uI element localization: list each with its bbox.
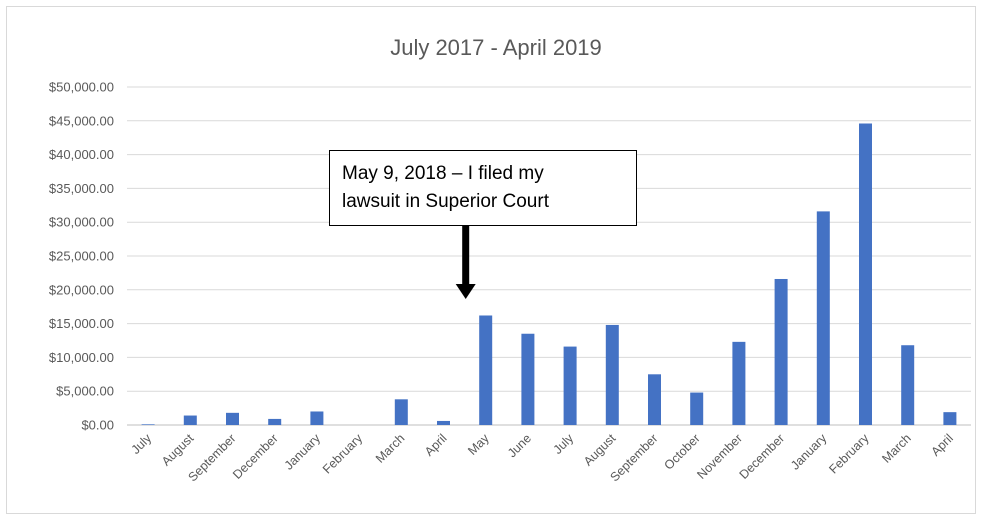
bar-july-10 — [563, 346, 577, 425]
bar-december-15 — [774, 278, 788, 425]
bar-april-7 — [437, 420, 450, 425]
y-tick-label: $5,000.00 — [56, 384, 114, 399]
x-tick-label: February — [826, 431, 872, 477]
x-tick-label: June — [505, 431, 534, 460]
y-axis-ticks: $0.00 $5,000.00 $10,000.00 $15,000.00 $20,00… — [49, 80, 114, 433]
y-tick-label: $10,000.00 — [49, 350, 114, 365]
arrow-head — [455, 284, 476, 299]
bar-june-9 — [521, 333, 535, 425]
x-tick-label: April — [422, 431, 450, 459]
bar-january-16 — [816, 211, 830, 425]
y-tick-label: $15,000.00 — [49, 316, 114, 331]
x-tick-label: October — [661, 431, 702, 472]
bar-august-11 — [605, 324, 619, 425]
annotation-line-2: lawsuit in Superior Court — [342, 191, 549, 212]
x-tick-label: August — [159, 431, 197, 469]
x-tick-label: January — [282, 431, 324, 473]
y-tick-label: $40,000.00 — [49, 147, 114, 162]
x-tick-label: December — [737, 431, 788, 482]
x-tick-label: May — [465, 431, 492, 458]
x-tick-label: August — [581, 431, 619, 469]
x-tick-label: July — [129, 431, 155, 457]
annotation-line-1: May 9, 2018 – I filed my — [342, 163, 544, 184]
x-tick-label: April — [928, 431, 956, 459]
chart-frame: July 2017 - April 2019 $0.00 $5,000.00 $10… — [6, 6, 976, 514]
bar-march-6 — [394, 399, 408, 425]
bar-chart: July 2017 - April 2019 $0.00 $5,000.00 $10… — [49, 35, 971, 485]
bar-february-17 — [859, 123, 872, 425]
x-tick-label: December — [230, 431, 281, 482]
bars — [141, 123, 957, 425]
x-tick-label: November — [694, 431, 745, 482]
x-tick-label: July — [551, 431, 577, 457]
bar-july-0 — [141, 424, 155, 425]
x-tick-label: March — [373, 431, 407, 465]
bar-december-3 — [268, 418, 282, 425]
annotation-box: May 9, 2018 – I filed my lawsuit in Supe… — [329, 150, 637, 226]
bar-march-18 — [901, 345, 915, 425]
bar-october-13 — [690, 392, 704, 425]
y-tick-label: $35,000.00 — [49, 181, 114, 196]
bar-september-2 — [226, 412, 239, 425]
bar-may-8 — [479, 315, 493, 425]
bar-january-4 — [310, 411, 324, 425]
y-tick-label: $30,000.00 — [49, 215, 114, 230]
bar-april-19 — [943, 412, 957, 425]
bar-november-14 — [732, 341, 746, 425]
y-tick-label: $50,000.00 — [49, 80, 114, 95]
annotation-arrow — [455, 220, 476, 299]
x-tick-label: March — [879, 431, 913, 465]
arrow-shaft — [462, 220, 470, 286]
x-tick-label: February — [320, 431, 366, 477]
chart-title: July 2017 - April 2019 — [390, 35, 602, 60]
y-tick-label: $45,000.00 — [49, 113, 114, 128]
bar-september-12 — [648, 374, 661, 425]
y-tick-label: $25,000.00 — [49, 249, 114, 264]
y-tick-label: $20,000.00 — [49, 282, 114, 297]
bar-august-1 — [183, 415, 197, 425]
x-tick-label: January — [788, 431, 830, 473]
y-tick-label: $0.00 — [81, 418, 114, 433]
gridlines — [127, 86, 971, 426]
